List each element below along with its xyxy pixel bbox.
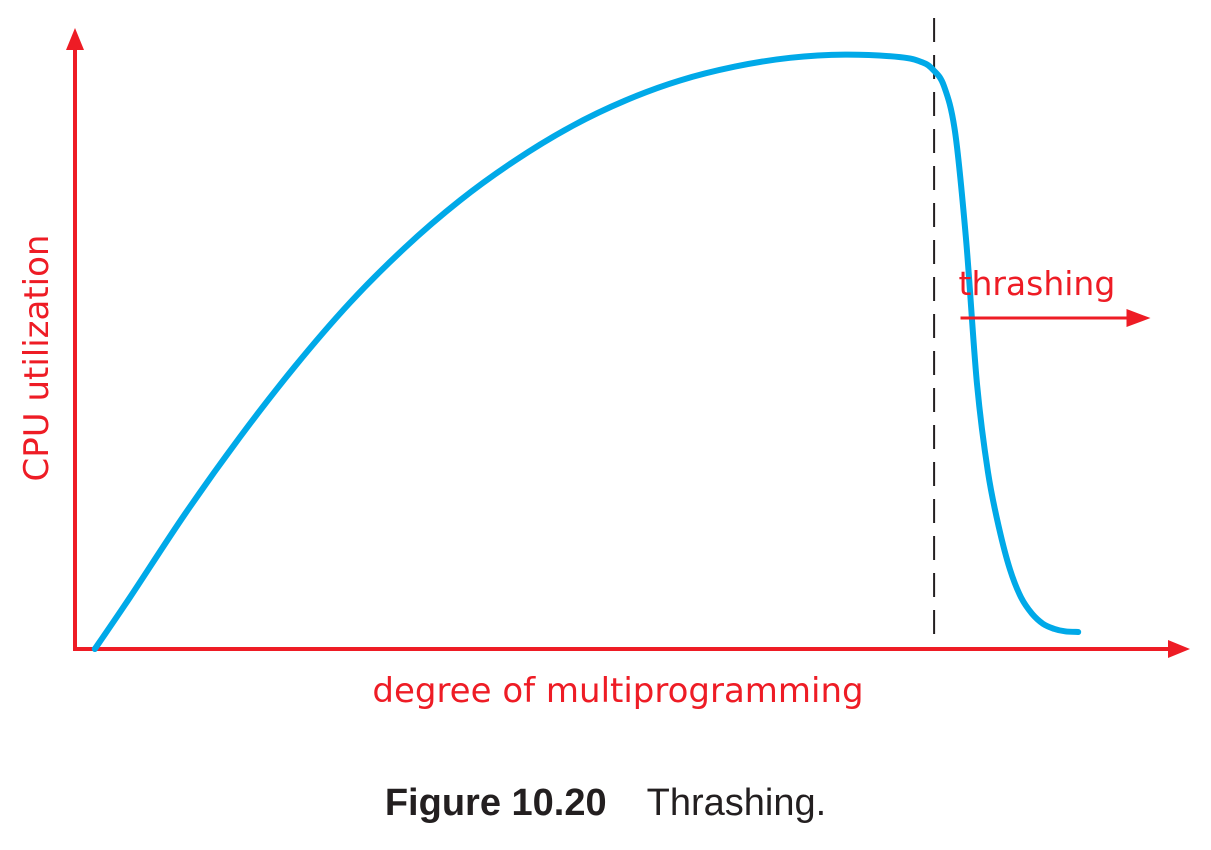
thrashing-annotation-label: thrashing xyxy=(959,264,1116,303)
x-axis-arrowhead xyxy=(1168,640,1190,658)
cpu-utilization-curve xyxy=(91,51,1082,652)
x-axis-label: degree of multiprogramming xyxy=(372,671,863,711)
y-axis-arrowhead xyxy=(66,28,84,50)
figure-number: Figure 10.20 xyxy=(384,782,607,824)
thrashing-arrowhead xyxy=(1126,309,1151,327)
y-axis-label: CPU utilization xyxy=(17,235,57,482)
figure-caption-text: Thrashing. xyxy=(646,782,827,824)
figure-caption: Figure 10.20 Thrashing. xyxy=(0,782,1211,825)
